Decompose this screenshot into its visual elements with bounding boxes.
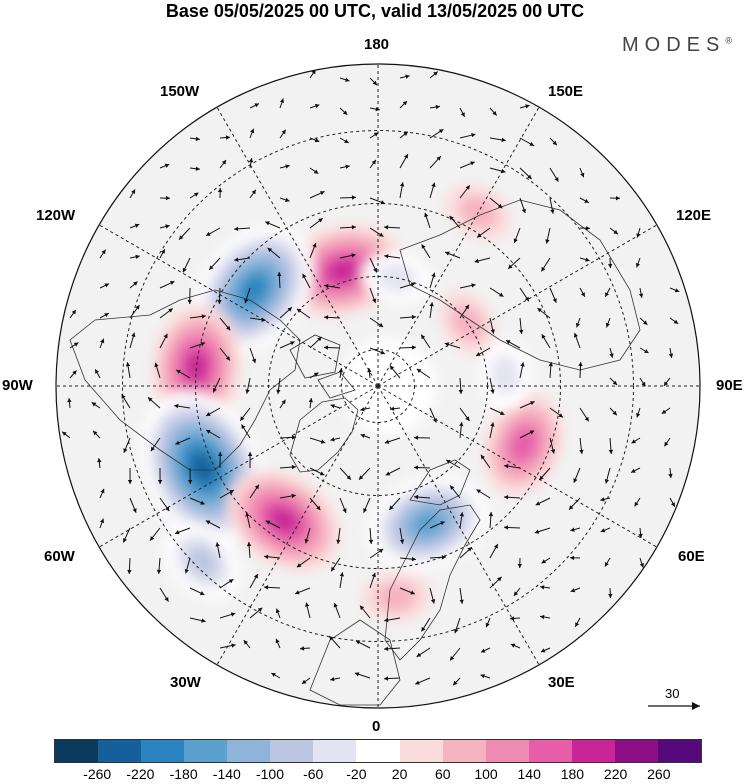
colorbar-tick-label: 180	[561, 766, 584, 782]
colorbar-tick-label: -260	[83, 766, 111, 782]
colorbar-tick-label: 260	[647, 766, 670, 782]
colorbar-swatch-10	[486, 740, 529, 762]
lon-label-30w: 30W	[170, 675, 201, 691]
lon-label-90w: 90W	[2, 378, 33, 394]
lon-label-30e: 30E	[548, 675, 575, 691]
colorbar-swatch-1	[98, 740, 141, 762]
colorbar-tick-label: 140	[518, 766, 541, 782]
lon-label-90e: 90E	[716, 378, 743, 394]
lon-label-60w: 60W	[44, 549, 75, 565]
colorbar-tick-label: 100	[474, 766, 497, 782]
colorbar-swatch-12	[572, 740, 615, 762]
colorbar-tick-label: -140	[213, 766, 241, 782]
colorbar-tick-label: -180	[170, 766, 198, 782]
colorbar-tick-label: -20	[346, 766, 366, 782]
lon-label-120w: 120W	[36, 208, 75, 224]
colorbar-swatch-9	[443, 740, 486, 762]
colorbar-swatch-0	[55, 740, 98, 762]
colorbar-tick-label: 60	[435, 766, 451, 782]
colorbar-tick-label: 20	[392, 766, 408, 782]
colorbar-swatch-2	[141, 740, 184, 762]
colorbar-swatch-5	[270, 740, 313, 762]
lon-label-60e: 60E	[678, 549, 705, 565]
reference-arrow	[648, 702, 700, 710]
colorbar-swatch-11	[529, 740, 572, 762]
lon-label-150w: 150W	[160, 84, 199, 100]
colorbar-tick-label: -100	[256, 766, 284, 782]
reference-vector-label: 30	[665, 686, 679, 701]
colorbar-swatch-4	[227, 740, 270, 762]
lon-label-150e: 150E	[548, 84, 583, 100]
colorbar-tick-label: -220	[126, 766, 154, 782]
lon-label-180: 180	[364, 37, 389, 53]
colorbar-tick-label: 220	[604, 766, 627, 782]
lon-label-120e: 120E	[676, 208, 711, 224]
colorbar-swatch-3	[184, 740, 227, 762]
colorbar-swatch-6	[313, 740, 356, 762]
colorbar-swatch-13	[615, 740, 658, 762]
colorbar	[54, 739, 702, 763]
colorbar-swatch-8	[400, 740, 443, 762]
colorbar-swatch-7	[356, 740, 399, 762]
colorbar-tick-label: -60	[303, 766, 323, 782]
colorbar-swatch-14	[658, 740, 701, 762]
lon-label-0: 0	[372, 719, 380, 735]
colorbar-ticks: -260 -220 -180 -140 -100 -60 -20 20 60 100 140 180 2…	[0, 766, 750, 784]
